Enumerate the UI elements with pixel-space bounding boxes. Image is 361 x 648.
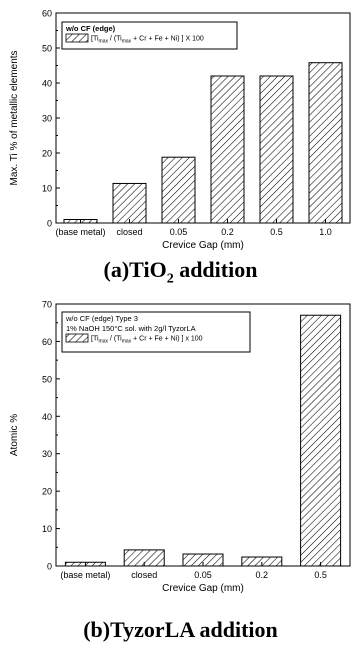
chart-a-xtick-label-1: closed: [116, 227, 142, 237]
caption-a-main: (a)TiO: [103, 257, 167, 282]
caption-a: (a)TiO2 addition: [0, 257, 361, 287]
chart-b-xlabel: Crevice Gap (mm): [162, 583, 244, 594]
chart-b-ytick-label-0: 0: [47, 562, 52, 572]
chart-b-legend-formula-sub2: max: [122, 339, 132, 345]
chart-b-legend-line-1: 1% NaOH 150°C sol. with 2g/l TyzorLA: [66, 324, 196, 333]
chart-b-ylabel: Atomic %: [9, 414, 20, 456]
chart-b-xtick-label-0: (base metal): [60, 570, 110, 580]
chart-b-legend-formula-mid: / (Ti: [108, 336, 122, 343]
chart-b-xtick-label-4: 0.5: [314, 570, 327, 580]
chart-b-ytick-label-6: 60: [42, 337, 52, 347]
chart-b-xtick-label-3: 0.2: [256, 570, 269, 580]
chart-b-ytick-label-4: 40: [42, 412, 52, 422]
chart-b-legend-formula: [Timax / (Timax + Cr + Fe + Ni) ] x 100: [91, 336, 203, 345]
chart-a-legend-formula-mid: / (Ti: [108, 36, 122, 43]
chart-a-xtick-label-3: 0.2: [221, 227, 234, 237]
chart-a-ytick-label-6: 60: [42, 9, 52, 19]
caption-b-text: (b)TyzorLA addition: [83, 617, 278, 642]
chart-b-xtick-label-2: 0.05: [194, 570, 212, 580]
chart-a-ytick-label-5: 50: [42, 44, 52, 54]
caption-a-sub: 2: [166, 271, 174, 287]
chart-b-legend-formula-tail: + Cr + Fe + Ni) ] x 100: [131, 336, 202, 343]
chart-b-layer: 0 10 20 30 40 50 60 70 (base metal) closed 0.05 0.2…: [9, 300, 351, 594]
chart-b-bar-4: [300, 314, 342, 567]
chart-a-ytick-label-2: 20: [42, 149, 52, 159]
chart-b-ytick-label-5: 50: [42, 374, 52, 384]
chart-a-xtick-label-0: (base metal): [55, 227, 105, 237]
chart-a-xtick-label-5: 1.0: [319, 227, 332, 237]
chart-a-bar-2: [161, 156, 196, 224]
chart-a-legend-formula-tail: + Cr + Fe + Ni) ] X 100: [131, 36, 204, 43]
chart-b-ytick-label-7: 70: [42, 300, 52, 310]
chart-a-legend-swatch: [65, 33, 89, 43]
chart-b-ytick-label-2: 20: [42, 487, 52, 497]
chart-a-legend-line-0: w/o CF (edge): [65, 24, 116, 33]
chart-a-ylabel: Max. Ti % of metallic elements: [9, 50, 20, 185]
chart-a-ytick-label-0: 0: [47, 219, 52, 229]
chart-a-xlabel: Crevice Gap (mm): [162, 240, 244, 251]
chart-b-legend-line-0: w/o CF (edge) Type 3: [65, 314, 138, 323]
chart-b-ytick-label-1: 10: [42, 524, 52, 534]
chart-a-bar-5: [308, 62, 343, 224]
chart-a-xtick-label-4: 0.5: [270, 227, 283, 237]
caption-b: (b)TyzorLA addition: [0, 617, 361, 643]
chart-a-legend-formula-sub2: max: [122, 39, 132, 45]
chart-a-legend-box: [61, 21, 238, 50]
chart-a-layer: 0 10 20 30 40 50 60 (base metal) closed 0.05 0.2 0.…: [9, 9, 351, 251]
chart-a-legend-formula-open: [Ti: [91, 36, 99, 43]
chart-a-ytick-label-4: 40: [42, 79, 52, 89]
chart-a-legend-formula-sub1: max: [99, 39, 109, 45]
chart-a-ytick-label-1: 10: [42, 184, 52, 194]
chart-b-xtick-label-1: closed: [131, 570, 157, 580]
chart-a-bar-1: [112, 182, 147, 224]
chart-b-legend-formula-open: [Ti: [91, 336, 99, 343]
chart-b-legend-box: [61, 311, 251, 353]
chart-b-ytick-label-3: 30: [42, 449, 52, 459]
chart-b-legend-swatch: [65, 333, 89, 343]
caption-a-rest: addition: [173, 257, 258, 282]
chart-a-legend-formula: [Timax / (Timax + Cr + Fe + Ni) ] X 100: [91, 36, 204, 45]
chart-a-xtick-label-2: 0.05: [170, 227, 188, 237]
chart-b-legend-formula-sub1: max: [99, 339, 109, 345]
chart-a-bar-3: [210, 75, 245, 224]
chart-a-ytick-label-3: 30: [42, 114, 52, 124]
chart-a-bar-4: [259, 75, 294, 224]
